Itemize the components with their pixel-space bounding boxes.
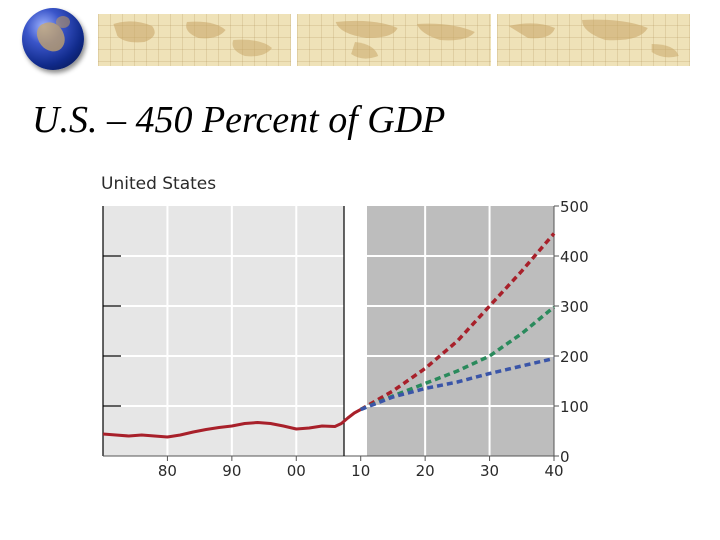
y-tick-label: 300	[560, 298, 589, 316]
y-tick-labels: 0 100 200 300 400 500	[554, 198, 589, 466]
y-tick-label: 500	[560, 198, 589, 216]
series-layer	[102, 232, 556, 439]
x-tick-label: 30	[480, 462, 499, 480]
y-tick-label: 400	[560, 248, 589, 266]
x-tick-label: 10	[351, 462, 370, 480]
projection-series-line	[359, 232, 556, 412]
x-tick-label: 90	[222, 462, 241, 480]
history-region	[103, 206, 344, 456]
left-axis-ticks	[103, 255, 121, 407]
slide-title: U.S. – 450 Percent of GDP	[32, 99, 446, 141]
y-tick-label: 100	[560, 398, 589, 416]
y-tick-label: 200	[560, 348, 589, 366]
x-tick-label: 00	[287, 462, 306, 480]
map-strip	[98, 14, 292, 66]
historical-series-line	[102, 408, 362, 439]
x-tick-label: 20	[416, 462, 435, 480]
x-tick-labels: 80 90 00 10 20 30 40	[158, 456, 564, 480]
world-map-banner	[98, 14, 690, 66]
x-tick-label: 80	[158, 462, 177, 480]
globe-icon	[22, 8, 84, 70]
map-strip	[297, 14, 491, 66]
map-strip	[496, 14, 690, 66]
projection-series-line	[360, 356, 555, 412]
y-tick-label: 0	[560, 448, 570, 466]
chart-title: United States	[101, 174, 216, 194]
x-tick-label: 40	[544, 462, 563, 480]
grid-lines	[102, 206, 555, 457]
